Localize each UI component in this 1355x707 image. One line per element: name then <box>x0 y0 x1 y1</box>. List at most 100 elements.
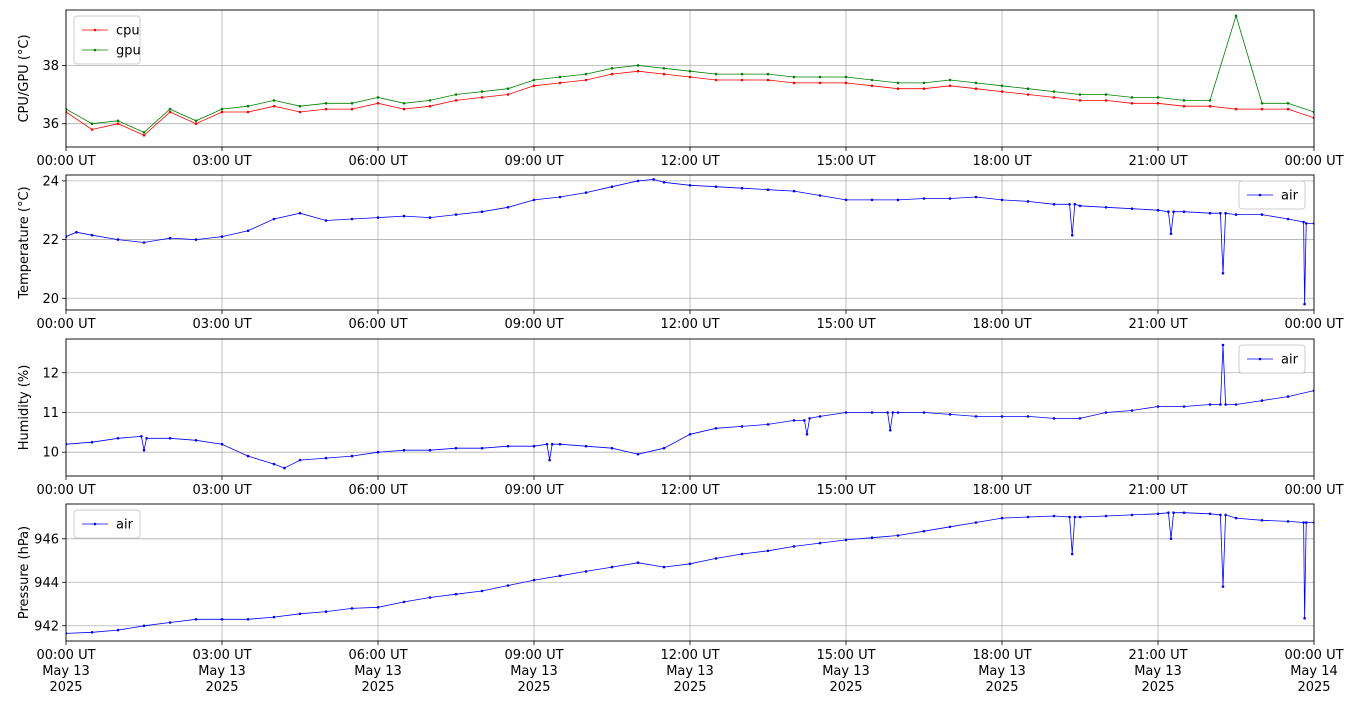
data-point-air <box>922 197 926 200</box>
data-point-air <box>610 185 614 188</box>
data-point-cpu <box>454 99 458 102</box>
legend-label: cpu <box>116 24 140 39</box>
x-tick-label: 00:00 UT <box>1284 154 1343 169</box>
y-tick-label: 36 <box>42 117 59 132</box>
data-point-cpu <box>142 134 146 137</box>
y-axis-label: CPU/GPU (°C) <box>17 34 32 122</box>
data-point-air <box>636 561 640 564</box>
data-point-air <box>145 437 148 440</box>
data-point-air <box>1303 616 1306 620</box>
data-point-air <box>75 230 78 234</box>
data-point-air <box>1302 220 1305 224</box>
data-point-air <box>532 578 536 582</box>
data-point-gpu <box>1286 102 1290 105</box>
data-point-air <box>1169 537 1173 541</box>
data-point-gpu <box>974 81 978 85</box>
data-point-air <box>350 607 354 610</box>
data-point-air <box>1172 511 1175 514</box>
data-point-air <box>805 433 809 436</box>
panel-2: 00:00 UT 03:00 UT 06:00 UT 09:00 UT 12:00 UT… <box>17 174 1344 332</box>
data-point-air <box>168 236 172 240</box>
data-point-air <box>888 429 892 432</box>
data-point-air <box>1286 395 1290 398</box>
data-point-cpu <box>272 104 276 108</box>
panel-3: 00:00 UT 03:00 UT 06:00 UT 09:00 UT 12:00 UT… <box>17 338 1344 498</box>
data-point-gpu <box>1130 96 1134 99</box>
data-point-air <box>168 621 172 624</box>
data-point-gpu <box>1234 14 1238 18</box>
data-point-air <box>532 198 536 202</box>
data-point-air <box>1182 210 1186 213</box>
data-point-cpu <box>194 122 198 125</box>
data-point-air <box>1156 512 1160 516</box>
data-point-air <box>1221 343 1225 347</box>
data-point-air <box>844 198 848 202</box>
data-point-cpu <box>1286 107 1290 111</box>
data-point-gpu <box>402 102 406 105</box>
data-point-air <box>550 442 554 446</box>
data-point-air <box>886 411 889 414</box>
data-point-air <box>610 565 614 569</box>
data-point-air <box>1156 405 1160 408</box>
data-point-gpu <box>818 75 822 79</box>
data-point-cpu <box>558 81 562 85</box>
data-point-air <box>1130 409 1134 412</box>
axes-frame <box>65 9 1315 148</box>
data-point-air <box>324 219 328 222</box>
y-tick-label: 22 <box>42 233 59 248</box>
data-point-air <box>246 229 250 233</box>
data-point-air <box>350 454 354 458</box>
data-point-gpu <box>298 104 302 108</box>
data-point-air <box>688 184 692 187</box>
x-tick-label: 00:00 UT May 13 2025 <box>36 648 95 695</box>
y-tick-label: 24 <box>42 174 59 189</box>
data-point-air <box>766 423 770 426</box>
x-tick-label: 12:00 UT <box>660 154 719 169</box>
data-point-air <box>140 435 143 438</box>
data-point-gpu <box>1182 99 1186 102</box>
data-point-air <box>1208 403 1212 406</box>
data-point-air <box>948 197 952 200</box>
data-point-air <box>974 195 978 199</box>
data-point-air <box>714 185 718 188</box>
data-point-air <box>1219 403 1222 406</box>
data-point-gpu <box>870 78 874 82</box>
x-tick-label: 00:00 UT May 14 2025 <box>1284 648 1343 695</box>
data-point-gpu <box>1000 84 1004 88</box>
legend-marker <box>1258 357 1262 361</box>
x-tick-label: 21:00 UT <box>1128 483 1187 498</box>
y-tick-label: 946 <box>34 532 59 547</box>
data-point-air <box>194 439 198 442</box>
data-point-air <box>428 448 432 452</box>
data-point-air <box>428 596 432 599</box>
data-point-cpu <box>818 81 822 85</box>
data-point-cpu <box>1182 104 1186 108</box>
data-point-air <box>1286 217 1290 221</box>
data-point-air <box>662 565 666 569</box>
legend-label: air <box>116 518 134 533</box>
data-point-air <box>1221 585 1225 588</box>
data-point-cpu <box>1130 102 1134 105</box>
data-point-air <box>506 444 510 448</box>
data-point-air <box>766 188 770 191</box>
legend: air <box>1238 344 1306 374</box>
data-point-air <box>948 525 952 529</box>
data-point-air <box>714 557 718 560</box>
data-point-air <box>1260 213 1264 216</box>
data-point-cpu <box>1234 107 1238 111</box>
data-point-air <box>803 419 806 422</box>
data-point-air <box>896 411 900 414</box>
data-point-air <box>1260 399 1264 402</box>
x-tick-label: 00:00 UT <box>1284 317 1343 332</box>
data-point-air <box>610 446 614 450</box>
data-point-air <box>740 186 744 190</box>
data-point-gpu <box>168 107 172 111</box>
data-point-air <box>1026 515 1030 519</box>
data-point-air <box>1070 233 1074 237</box>
data-point-air <box>402 214 406 218</box>
data-point-air <box>283 466 286 470</box>
x-tick-label: 00:00 UT <box>36 483 95 498</box>
data-point-air <box>402 448 406 452</box>
data-point-air <box>480 210 484 213</box>
x-tick-label: 18:00 UT <box>972 317 1031 332</box>
